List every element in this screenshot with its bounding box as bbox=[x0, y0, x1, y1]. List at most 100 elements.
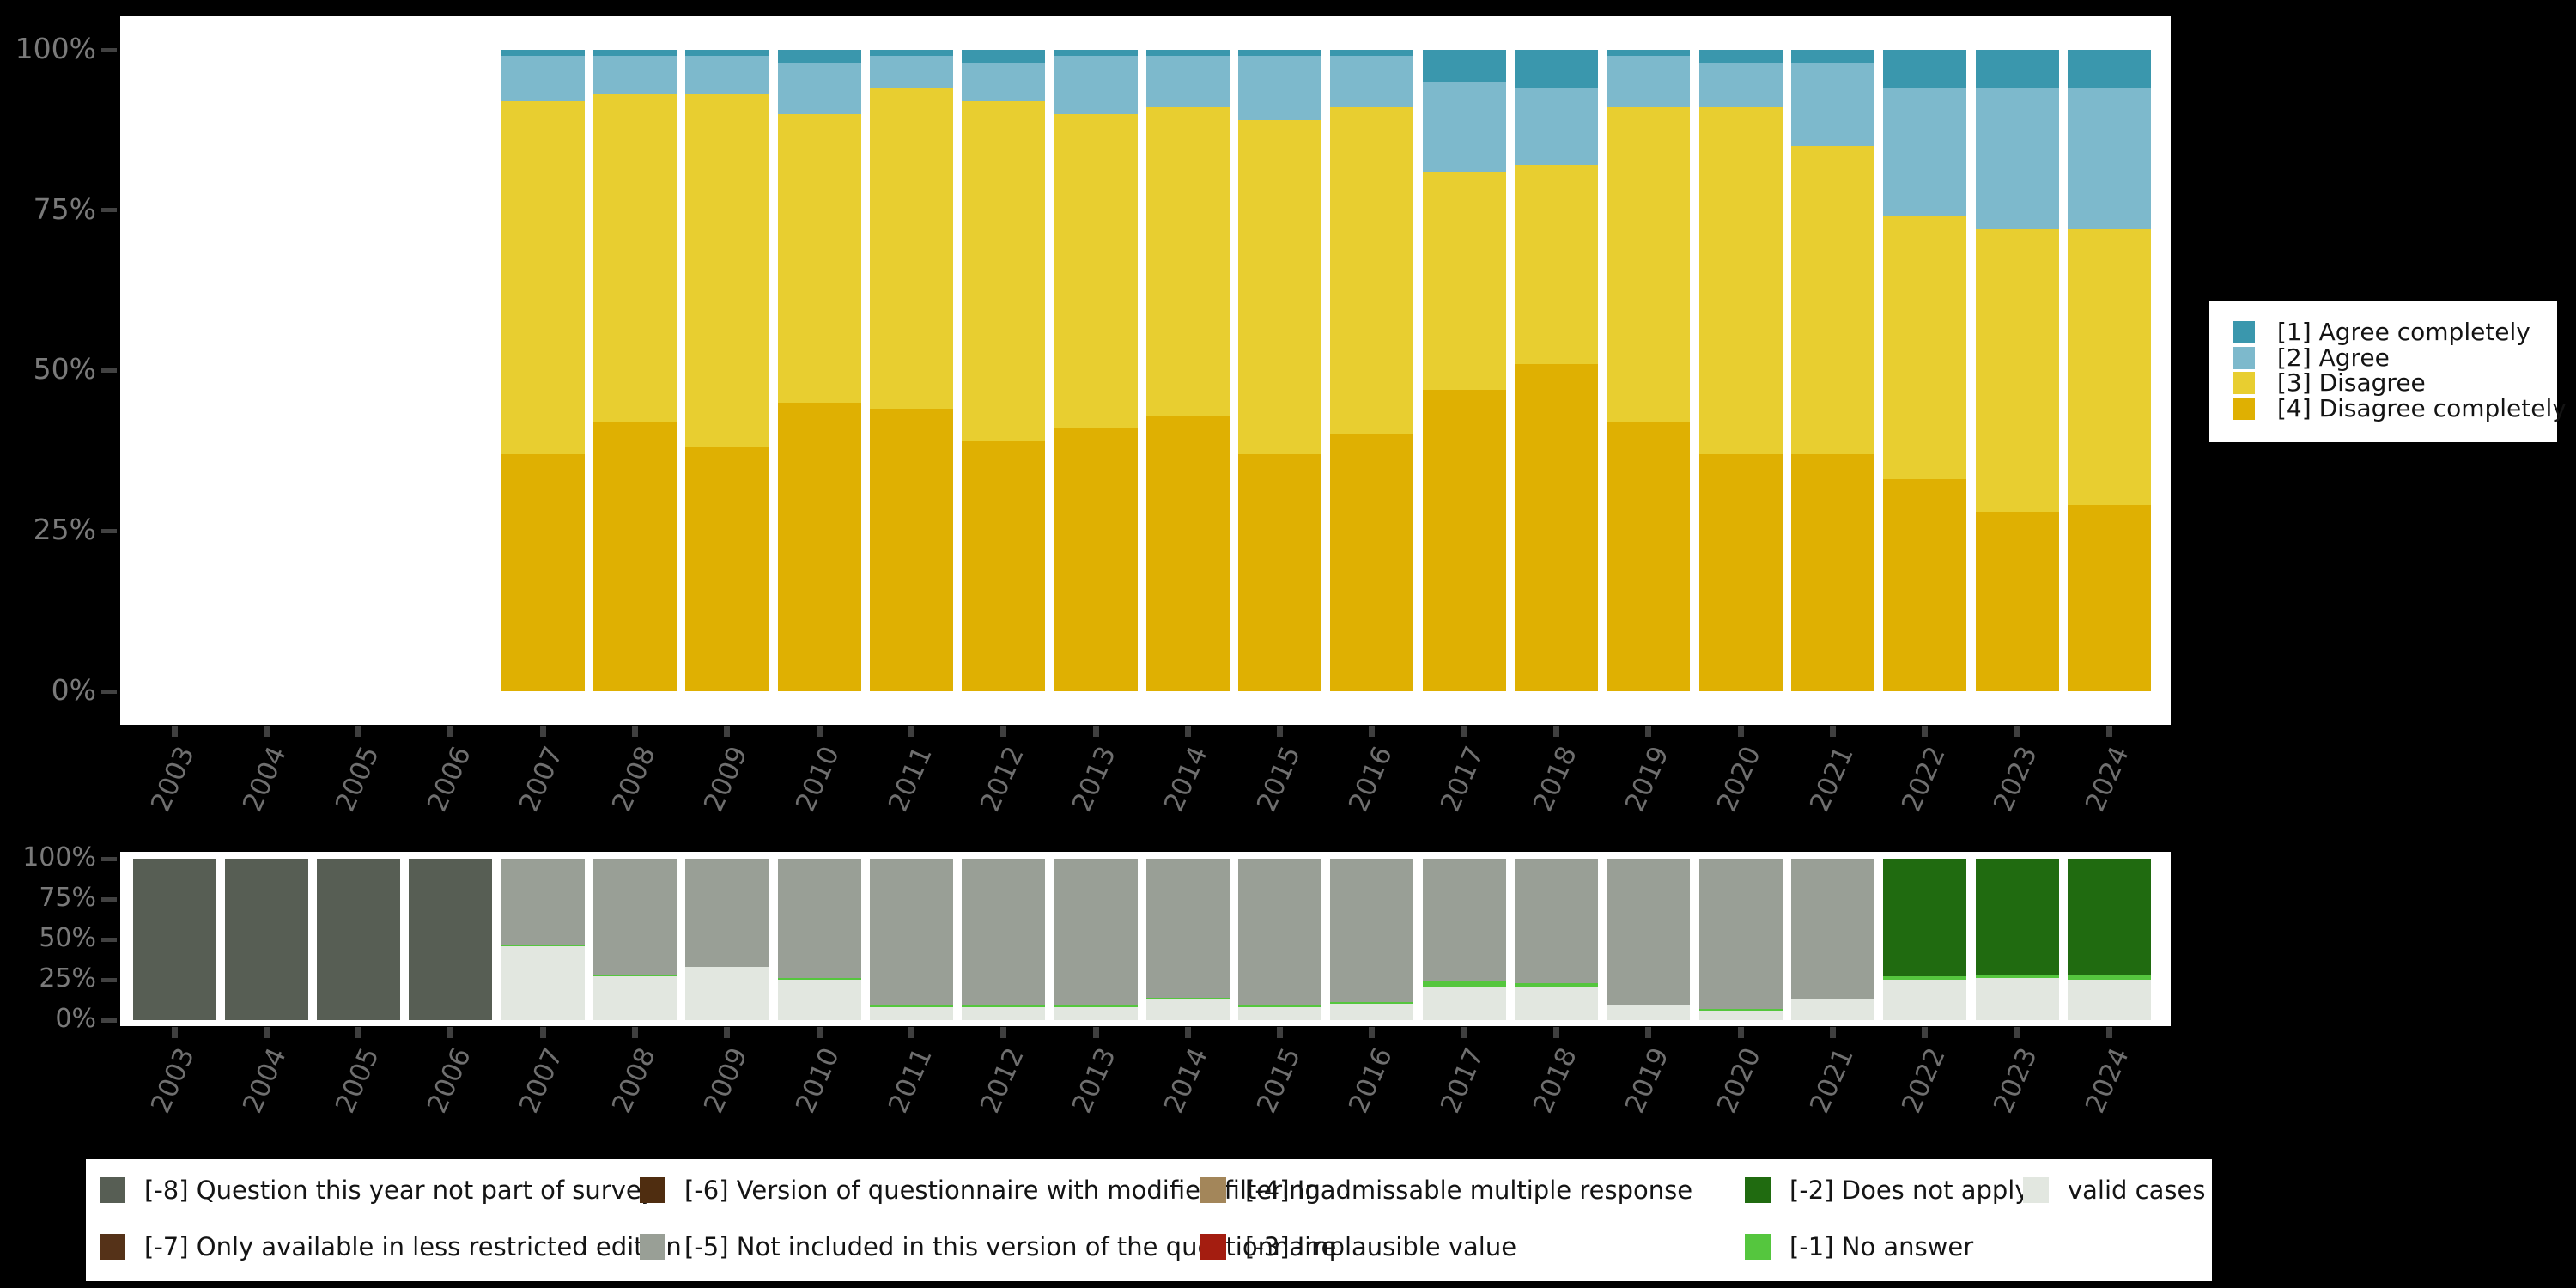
bar-segment bbox=[1883, 216, 1967, 480]
x-axis-year-label: 2016 bbox=[1342, 1042, 1399, 1118]
x-axis-tick bbox=[1645, 1027, 1652, 1038]
x-axis-year-label: 2014 bbox=[1158, 741, 1215, 817]
x-axis-year-label: 2005 bbox=[329, 1042, 386, 1118]
bar-segment bbox=[685, 56, 769, 95]
x-axis-tick bbox=[1000, 1027, 1007, 1038]
bar-segment bbox=[1975, 229, 2059, 512]
x-axis-tick bbox=[632, 726, 638, 737]
x-axis-tick bbox=[1922, 726, 1929, 737]
y-axis-tick-label: 25% bbox=[33, 513, 96, 547]
x-axis-year-label: 2013 bbox=[1066, 741, 1122, 817]
bar-segment bbox=[1698, 859, 1783, 1009]
bar-segment bbox=[1054, 56, 1138, 114]
x-axis-year-label: 2022 bbox=[1895, 741, 1952, 817]
legend-label: [-4] Inadmissable multiple response bbox=[1245, 1176, 1693, 1205]
bar-segment bbox=[1515, 982, 1598, 987]
bar-segment bbox=[593, 859, 677, 975]
bar-segment bbox=[2067, 50, 2151, 88]
bar-segment bbox=[593, 94, 677, 422]
answers-legend: [1] Agree completely [2] Agree [3] Disagre… bbox=[2209, 301, 2567, 442]
x-axis-tick bbox=[724, 726, 731, 737]
bar-segment bbox=[1698, 1008, 1783, 1011]
x-axis-year-label: 2015 bbox=[1250, 741, 1307, 817]
bar-segment bbox=[1698, 62, 1783, 108]
legend-swatch bbox=[1745, 1234, 1771, 1260]
y-axis-tick bbox=[101, 528, 117, 533]
x-axis-year-label: 2016 bbox=[1342, 741, 1399, 817]
x-axis-year-label: 2006 bbox=[421, 1042, 477, 1118]
x-axis-tick bbox=[1092, 1027, 1099, 1038]
bar-segment bbox=[593, 56, 677, 95]
y-axis-tick-label: 0% bbox=[51, 672, 96, 707]
bar-segment bbox=[1054, 859, 1138, 1006]
legend-label: [3] Disagree bbox=[2277, 368, 2426, 397]
x-axis-tick bbox=[447, 1027, 454, 1038]
bar-segment bbox=[685, 50, 769, 57]
legend-swatch bbox=[640, 1234, 665, 1260]
bar-segment bbox=[2067, 859, 2151, 975]
bar-segment bbox=[2067, 229, 2151, 506]
y-axis-tick-label: 50% bbox=[39, 922, 96, 953]
y-axis-tick bbox=[101, 689, 117, 694]
y-axis-tick-label: 0% bbox=[55, 1003, 96, 1034]
bar-segment bbox=[1790, 50, 1874, 63]
bar-segment bbox=[1515, 859, 1598, 983]
bar-segment bbox=[1515, 50, 1598, 88]
x-axis-year-label: 2010 bbox=[790, 1042, 847, 1118]
bar-segment bbox=[869, 88, 953, 410]
bar-segment bbox=[1515, 364, 1598, 691]
legend-swatch bbox=[2023, 1177, 2049, 1203]
legend-swatch bbox=[2233, 372, 2255, 394]
x-axis-tick bbox=[447, 726, 454, 737]
legend-label: [-7] Only available in less restricted e… bbox=[144, 1232, 682, 1261]
x-axis-year-label: 2022 bbox=[1895, 1042, 1952, 1118]
bar-segment bbox=[2067, 975, 2151, 980]
y-axis-tick bbox=[101, 368, 117, 373]
x-axis-year-label: 2024 bbox=[2080, 1042, 2136, 1118]
bar-segment bbox=[777, 978, 861, 980]
bar-segment bbox=[685, 94, 769, 448]
x-axis-tick bbox=[171, 726, 178, 737]
bar-segment bbox=[1422, 171, 1506, 390]
bar-segment bbox=[869, 1006, 953, 1020]
bar-segment bbox=[1330, 434, 1414, 691]
bar-segment bbox=[1883, 976, 1967, 980]
legend-label: [2] Agree bbox=[2277, 343, 2390, 372]
bar-segment bbox=[501, 945, 585, 1020]
legend-label: [-8] Question this year not part of surv… bbox=[144, 1176, 656, 1205]
x-axis-tick bbox=[539, 1027, 546, 1038]
bar-segment bbox=[593, 976, 677, 1020]
bar-segment bbox=[962, 1006, 1046, 1020]
bar-segment bbox=[1145, 415, 1230, 691]
bar-segment bbox=[1883, 479, 1967, 691]
bar-segment bbox=[777, 980, 861, 1020]
y-axis-tick bbox=[101, 47, 117, 52]
bar-segment bbox=[1238, 1006, 1322, 1020]
x-axis-tick bbox=[1277, 726, 1284, 737]
bar-segment bbox=[501, 56, 585, 101]
bar-segment bbox=[777, 50, 861, 63]
bar-segment bbox=[224, 859, 308, 1020]
x-axis-tick bbox=[816, 726, 823, 737]
x-axis-tick bbox=[816, 1027, 823, 1038]
bar-segment bbox=[1883, 859, 1967, 977]
legend-label: [-2] Does not apply bbox=[1789, 1176, 2030, 1205]
bar-segment bbox=[962, 859, 1046, 1006]
bar-segment bbox=[501, 859, 585, 945]
x-axis-year-label: 2018 bbox=[1527, 741, 1583, 817]
y-axis-tick-label: 25% bbox=[39, 963, 96, 993]
bar-segment bbox=[1883, 980, 1967, 1020]
bar-segment bbox=[593, 422, 677, 691]
y-axis-tick-label: 50% bbox=[33, 352, 96, 386]
bar-segment bbox=[1422, 981, 1506, 987]
bar-segment bbox=[1698, 453, 1783, 691]
bar-segment bbox=[777, 859, 861, 979]
bar-segment bbox=[2067, 505, 2151, 691]
bar-segment bbox=[501, 100, 585, 454]
x-axis-tick bbox=[355, 1027, 362, 1038]
bar-segment bbox=[1790, 453, 1874, 691]
bar-segment bbox=[1238, 453, 1322, 691]
bar-segment bbox=[1054, 1006, 1138, 1020]
x-axis-year-label: 2015 bbox=[1250, 1042, 1307, 1118]
x-axis-tick bbox=[1000, 726, 1007, 737]
